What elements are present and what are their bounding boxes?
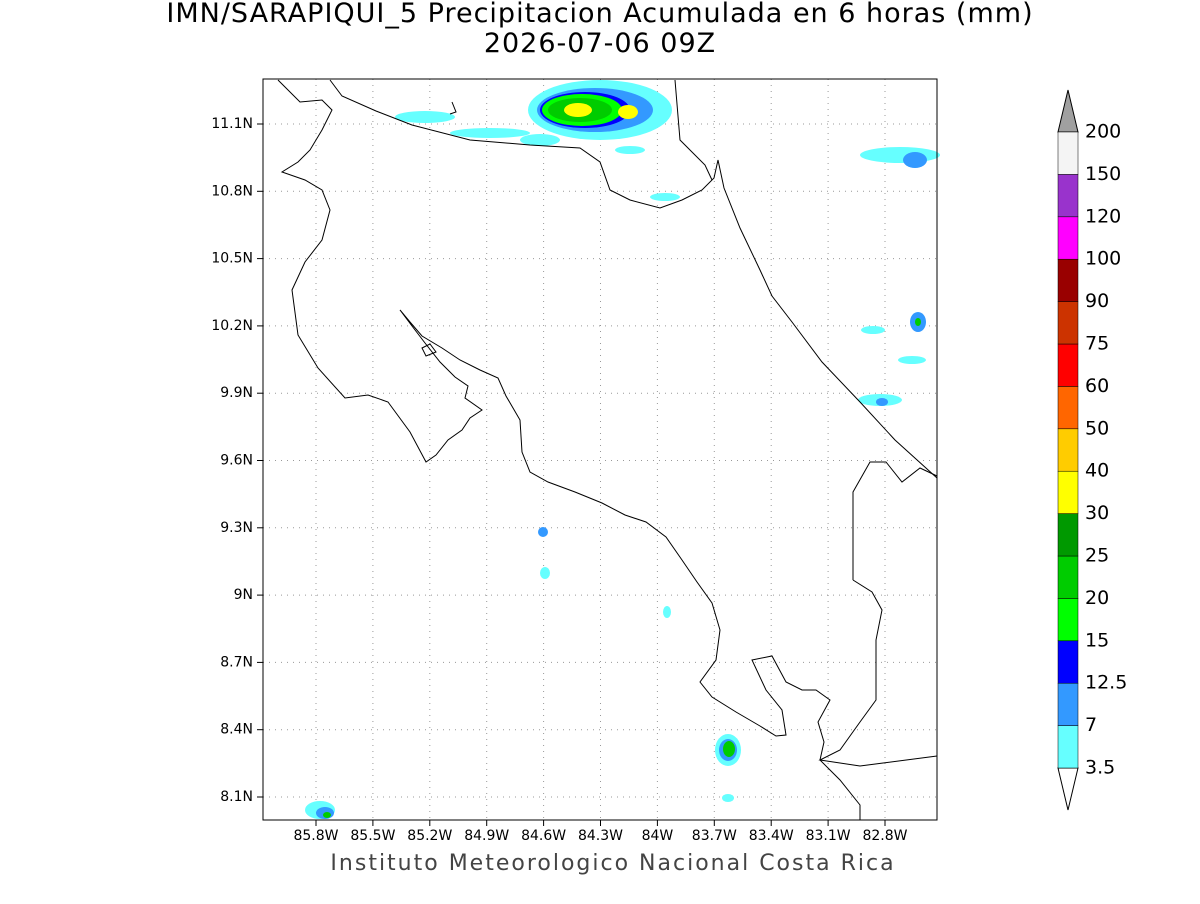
colorbar-label: 40 — [1085, 460, 1109, 482]
y-tick-label: 9N — [234, 587, 253, 603]
colorbar-band — [1057, 174, 1079, 218]
x-tick-label: 84.3W — [578, 828, 623, 844]
colorbar-under — [1057, 767, 1079, 811]
footer: Instituto Meteorologico Nacional Costa R… — [330, 851, 895, 876]
x-tick-label: 84.9W — [464, 828, 509, 844]
x-tick-label: 83.4W — [749, 828, 794, 844]
y-tick-label: 9.9N — [220, 385, 253, 401]
colorbar-band — [1057, 216, 1079, 260]
x-ticks: 85.8W 85.5W 85.2W 84.9W 84.6W 84.3W 84W 83.7W 83… — [293, 820, 908, 844]
x-tick-label: 82.8W — [862, 828, 907, 844]
colorbar-label: 90 — [1085, 290, 1109, 312]
colorbar-band — [1057, 682, 1079, 726]
colorbar-label: 7 — [1085, 714, 1097, 736]
y-tick-label: 8.7N — [220, 654, 253, 670]
x-tick-label: 83.7W — [692, 828, 737, 844]
colorbar-band — [1057, 555, 1079, 599]
x-tick-label: 85.5W — [350, 828, 395, 844]
colorbar-band — [1057, 513, 1079, 557]
colorbar-band — [1057, 470, 1079, 514]
colorbar-band — [1057, 343, 1079, 387]
colorbar-label: 120 — [1085, 205, 1121, 227]
colorbar-band — [1057, 386, 1079, 430]
y-tick-label: 8.1N — [220, 789, 253, 805]
title: IMN/SARAPIQUI_5 Precipitacion Acumulada … — [166, 0, 1033, 29]
y-tick-label: 9.3N — [220, 520, 253, 536]
colorbar-label: 150 — [1085, 163, 1121, 185]
colorbar-label: 20 — [1085, 587, 1109, 609]
colorbar-label: 50 — [1085, 417, 1109, 439]
y-tick-label: 10.5N — [211, 251, 253, 267]
colorbar-band — [1057, 131, 1079, 175]
colorbar-over — [1057, 89, 1079, 133]
colorbar-label: 12.5 — [1085, 672, 1127, 694]
subtitle: 2026-07-06 09Z — [484, 28, 716, 59]
y-tick-label: 8.4N — [220, 722, 253, 738]
y-tick-label: 11.1N — [211, 116, 253, 132]
y-tick-label: 10.8N — [211, 183, 253, 199]
x-tick-label: 85.2W — [407, 828, 452, 844]
coastlines — [277, 79, 938, 820]
x-tick-label: 85.8W — [293, 828, 338, 844]
colorbar-label: 60 — [1085, 375, 1109, 397]
precip-areas — [305, 80, 940, 819]
colorbar-band — [1057, 640, 1079, 684]
colorbar-label: 25 — [1085, 545, 1109, 567]
colorbar-band — [1057, 258, 1079, 302]
x-tick-label: 83.1W — [806, 828, 851, 844]
colorbar-label: 30 — [1085, 502, 1109, 524]
colorbar-label: 3.5 — [1085, 757, 1115, 779]
x-tick-label: 84.6W — [521, 828, 566, 844]
grid — [263, 79, 937, 820]
colorbar-band — [1057, 725, 1079, 769]
colorbar-label: 15 — [1085, 629, 1109, 651]
colorbar-band — [1057, 598, 1079, 642]
colorbar-band — [1057, 428, 1079, 472]
colorbar: 3.5 7 12.5 15 20 25 30 40 50 60 75 90 100 120 150 200 — [1057, 89, 1127, 811]
x-tick-label: 84W — [642, 828, 674, 844]
colorbar-label: 200 — [1085, 121, 1121, 143]
colorbar-label: 75 — [1085, 333, 1109, 355]
y-tick-label: 10.2N — [211, 318, 253, 334]
y-ticks: 11.1N 10.8N 10.5N 10.2N 9.9N 9.6N 9.3N 9N 8.7N 8.… — [211, 116, 263, 805]
y-tick-label: 9.6N — [220, 453, 253, 469]
colorbar-band — [1057, 301, 1079, 345]
map-frame — [262, 78, 938, 821]
colorbar-label: 100 — [1085, 248, 1121, 270]
